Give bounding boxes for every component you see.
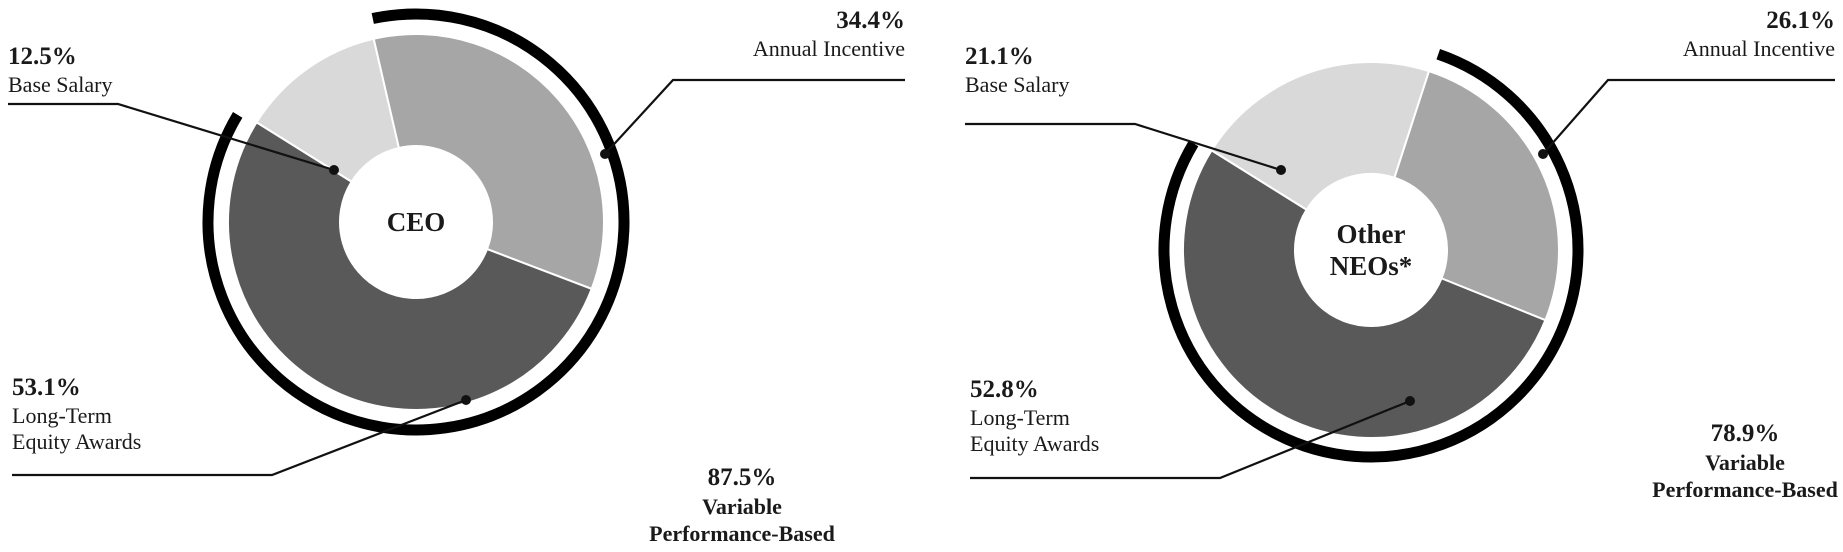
slice-long-term-equity-awards <box>1182 148 1547 439</box>
slice-percent-label: 52.8% <box>970 376 1039 403</box>
variable-pay-percent: 87.5% <box>708 464 777 491</box>
variable-pay-percent: 78.9% <box>1711 420 1780 447</box>
slice-base-salary <box>1210 61 1431 212</box>
leader-dot <box>1405 396 1415 406</box>
slice-percent-label: 34.4% <box>836 7 905 34</box>
variable-pay-label: Performance-Based <box>1652 477 1838 502</box>
center-label: CEO <box>387 207 446 237</box>
leader-line <box>965 122 1282 172</box>
slice-name-label: Annual Incentive <box>1683 36 1835 61</box>
leader-line <box>970 399 1411 480</box>
leader-dot <box>1538 149 1548 159</box>
slice-name-label: Long-Term <box>970 405 1070 430</box>
leader-line <box>8 102 335 172</box>
variable-pay-arc <box>1158 49 1584 463</box>
variable-pay-label: Variable <box>702 494 782 519</box>
slice-name-label: Base Salary <box>8 72 112 97</box>
slice-percent-label: 53.1% <box>12 374 81 401</box>
slice-long-term-equity-awards <box>227 120 593 411</box>
variable-pay-label: Variable <box>1705 450 1785 475</box>
slice-name-label: Equity Awards <box>970 431 1099 456</box>
slice-percent-label: 21.1% <box>965 43 1034 70</box>
slice-percent-label: 12.5% <box>8 43 77 70</box>
leader-line <box>1542 78 1835 155</box>
donut-chart-1: CEO 12.5%Base Salary 34.4%Annual Incentive… <box>8 7 905 546</box>
center-label: NEOs* <box>1330 251 1413 281</box>
leader-dot <box>600 149 610 159</box>
slice-name-label: Long-Term <box>12 403 112 428</box>
slice-annual-incentive <box>372 33 605 291</box>
leader-line <box>12 398 467 477</box>
leader-line <box>604 78 905 155</box>
variable-pay-label: Performance-Based <box>649 521 835 546</box>
slice-name-label: Base Salary <box>965 72 1069 97</box>
center-label: Other <box>1337 219 1406 249</box>
slice-annual-incentive <box>1393 69 1560 322</box>
variable-pay-arc <box>202 8 630 436</box>
leader-dot <box>329 165 339 175</box>
leader-dot <box>461 395 471 405</box>
leader-dot <box>1276 165 1286 175</box>
slice-name-label: Equity Awards <box>12 429 141 454</box>
slice-name-label: Annual Incentive <box>753 36 905 61</box>
slice-percent-label: 26.1% <box>1766 7 1835 34</box>
